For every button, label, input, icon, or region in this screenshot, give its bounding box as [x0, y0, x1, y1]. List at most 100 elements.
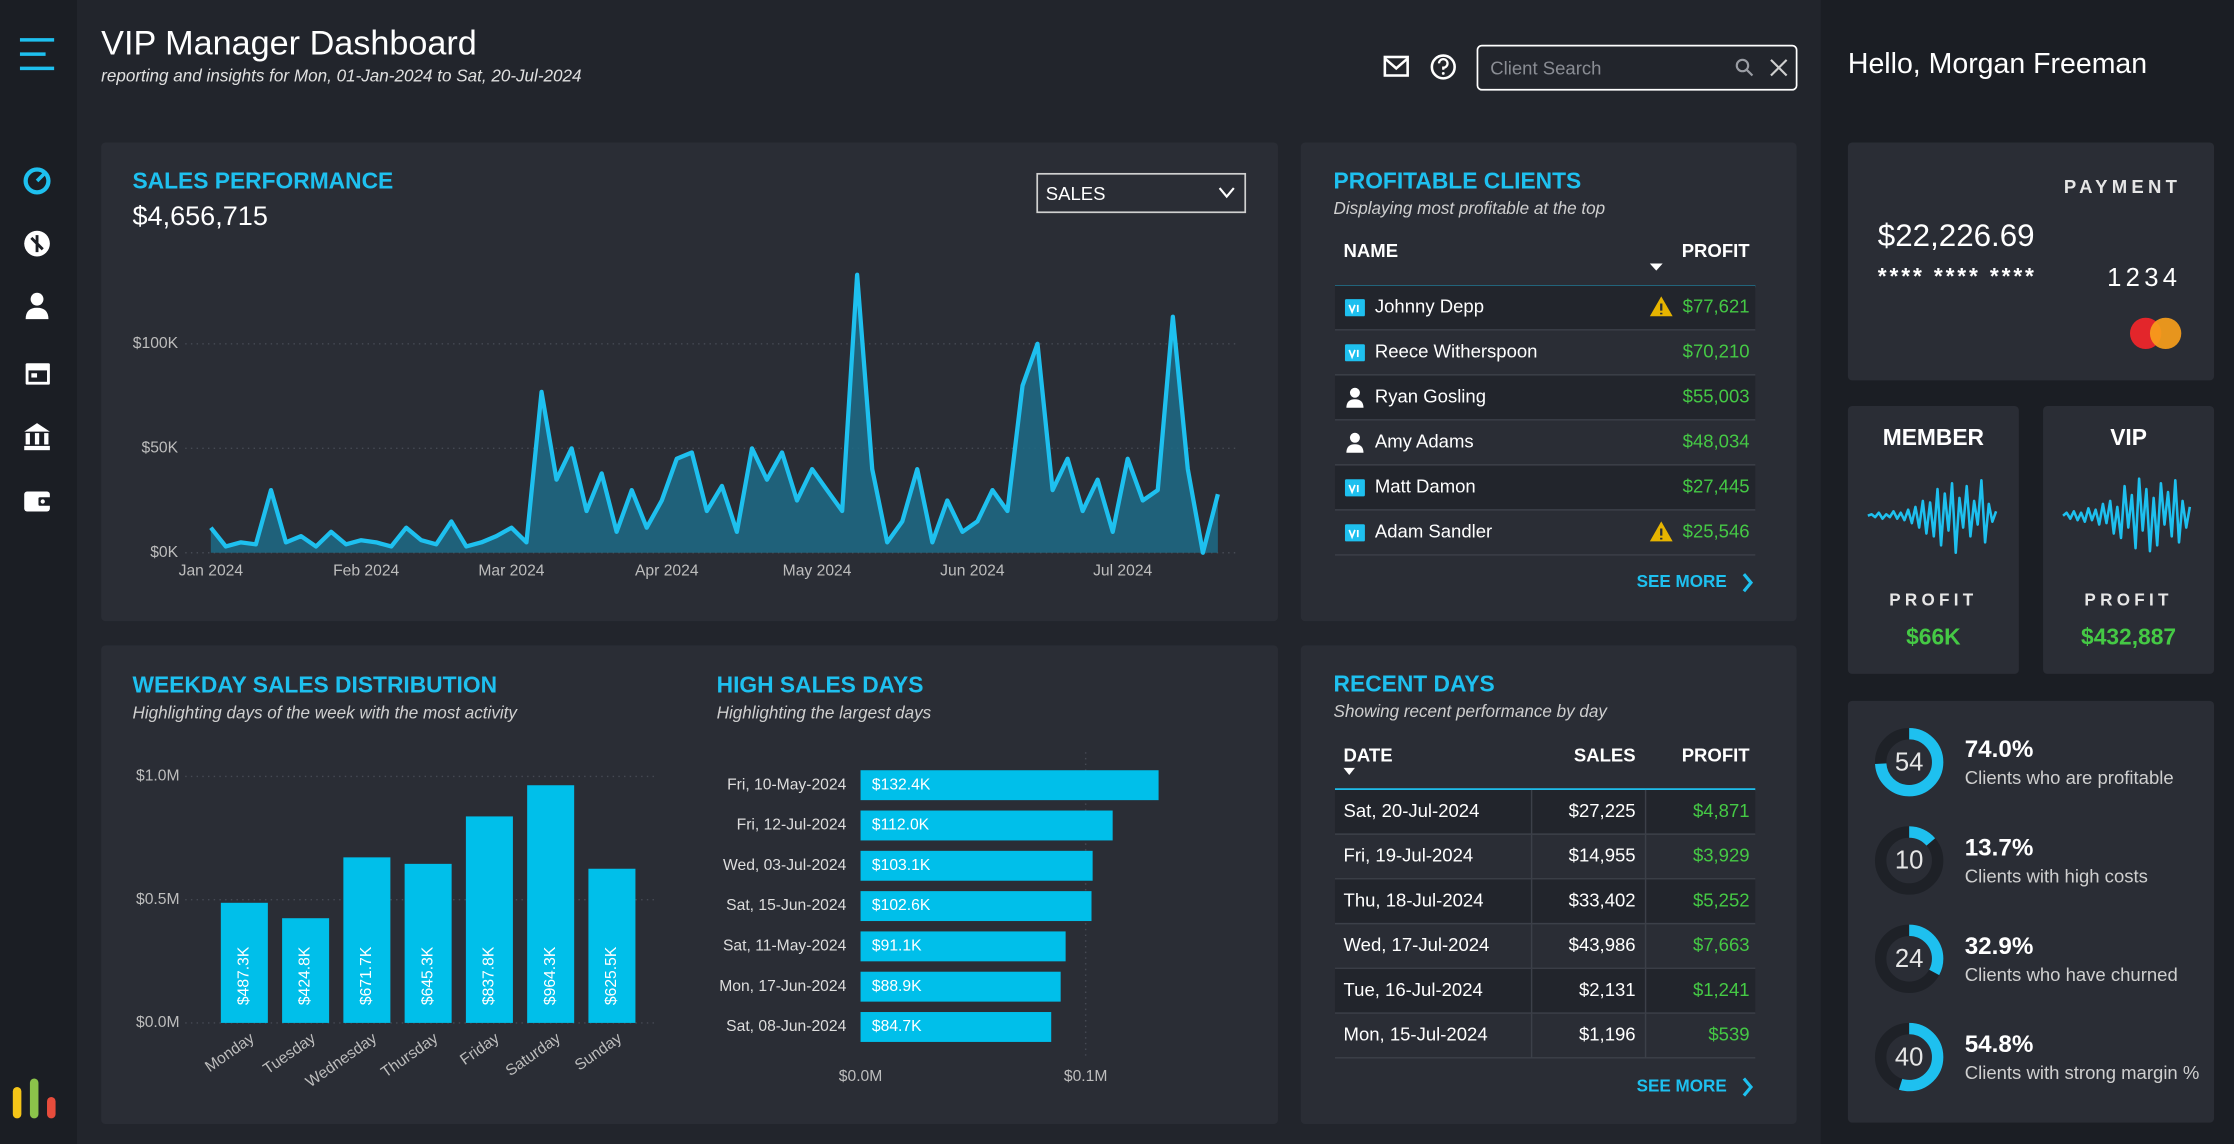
day-sales: $14,955 — [1569, 845, 1636, 866]
row-background — [1334, 285, 1756, 330]
kpi-percent: 13.7% — [1965, 834, 2034, 861]
value-label: $625.5K — [603, 946, 620, 1005]
kpi-count: 24 — [1895, 945, 1924, 973]
see-more[interactable]: SEE MORE — [1637, 572, 1727, 591]
day-sales: $43,986 — [1569, 934, 1636, 955]
search-icon[interactable] — [1735, 58, 1754, 77]
x-tick-label: Apr 2024 — [635, 562, 699, 579]
row-background — [1334, 375, 1756, 420]
greeting: Hello, Morgan Freeman — [1848, 48, 2147, 80]
y-tick-label: Fri, 12-Jul-2024 — [737, 817, 847, 834]
kpi-card — [1847, 700, 2215, 1123]
kpi-label: Clients with high costs — [1965, 865, 2148, 886]
bar — [860, 931, 1066, 962]
sparkline — [1867, 478, 1998, 555]
metric-dropdown[interactable] — [1036, 172, 1247, 214]
value-label: $88.9K — [872, 978, 922, 995]
nav-dashboard[interactable] — [23, 167, 51, 195]
kpi-arc — [1874, 727, 1944, 797]
help-button[interactable] — [1430, 54, 1456, 80]
client-name: Matt Damon — [1375, 476, 1476, 497]
client-profit: $70,210 — [1683, 341, 1750, 362]
nav-sales[interactable] — [24, 230, 50, 257]
dropdown-value: SALES — [1046, 183, 1106, 204]
row-background — [1334, 789, 1756, 835]
distribution-panel — [101, 645, 1278, 1125]
value-label: $132.4K — [872, 776, 931, 793]
search-box[interactable] — [1476, 44, 1798, 91]
nav-clients[interactable] — [25, 292, 49, 320]
nav-bank[interactable] — [24, 423, 50, 451]
kpi-count: 40 — [1895, 1043, 1924, 1071]
person-icon — [1346, 444, 1364, 453]
person-icon — [1346, 399, 1364, 408]
vip-card — [2043, 406, 2215, 674]
day-sales: $33,402 — [1569, 889, 1636, 910]
payment-amount: $22,226.69 — [1878, 218, 2035, 253]
client-name: Johnny Depp — [1375, 296, 1484, 317]
column-header[interactable]: DATE — [1344, 744, 1393, 765]
panel-subtitle: Highlighting days of the week with the m… — [133, 703, 519, 722]
day-profit: $4,871 — [1693, 800, 1750, 821]
card-last4: 1234 — [2107, 264, 2181, 292]
sort-indicator — [1649, 263, 1663, 271]
bar — [282, 918, 330, 1023]
day-profit: $1,241 — [1693, 979, 1750, 1000]
x-tick-label: Jan 2024 — [179, 562, 244, 579]
client-profit: $48,034 — [1683, 431, 1750, 452]
menu-button[interactable] — [19, 38, 55, 71]
sales-area — [210, 274, 1218, 553]
panel-title: WEEKDAY SALES DISTRIBUTION — [133, 672, 498, 698]
day-sales: $1,196 — [1579, 1024, 1636, 1045]
day-date: Tue, 16-Jul-2024 — [1344, 979, 1483, 1000]
metric-label: PROFIT — [2084, 591, 2172, 610]
x-tick-label: Mar 2024 — [478, 562, 544, 579]
value-label: $837.8K — [481, 946, 498, 1005]
vip-icon-detail — [1348, 304, 1359, 315]
bar — [860, 770, 1159, 801]
x-tick-label: May 2024 — [783, 562, 852, 579]
x-tick-label: $0.0M — [839, 1068, 883, 1085]
client-name: Amy Adams — [1375, 431, 1474, 452]
panel-subtitle: Highlighting the largest days — [717, 703, 932, 722]
column-header[interactable]: PROFIT — [1682, 744, 1751, 765]
sparkline — [2062, 477, 2192, 553]
kpi-label: Clients with strong margin % — [1965, 1062, 2200, 1083]
day-date: Sat, 20-Jul-2024 — [1344, 800, 1480, 821]
client-profit: $77,621 — [1683, 296, 1750, 317]
bar — [343, 857, 391, 1023]
row-background — [1334, 968, 1756, 1014]
bar — [860, 891, 1092, 922]
card-title: VIP — [2110, 424, 2147, 450]
person-icon — [1349, 387, 1360, 398]
nav-wallet[interactable] — [24, 491, 52, 512]
bar — [220, 902, 268, 1023]
vip-icon-detail — [1348, 529, 1359, 540]
bar — [588, 868, 636, 1023]
panel-title: HIGH SALES DAYS — [717, 672, 924, 698]
panel-subtitle: Showing recent performance by day — [1334, 702, 1609, 721]
vip-icon — [1344, 344, 1365, 362]
y-tick-label: Wed, 03-Jul-2024 — [723, 857, 847, 874]
value-label: $102.6K — [872, 897, 931, 914]
see-more-chevron — [1742, 1077, 1754, 1097]
column-header[interactable]: NAME — [1344, 240, 1399, 261]
see-more[interactable]: SEE MORE — [1637, 1077, 1727, 1096]
x-tick-label: Jun 2024 — [940, 562, 1005, 579]
bar — [860, 810, 1113, 841]
value-label: $645.3K — [419, 946, 436, 1005]
vip-icon — [1344, 524, 1365, 542]
client-name: Adam Sandler — [1375, 521, 1492, 542]
nav-calendar[interactable] — [25, 363, 50, 385]
sales-total: $4,656,715 — [133, 201, 268, 231]
row-background — [1334, 465, 1756, 510]
y-tick-label: Mon, 17-Jun-2024 — [719, 978, 846, 995]
clear-search[interactable] — [1770, 59, 1788, 77]
mail-button[interactable] — [1383, 55, 1409, 77]
client-name: Reece Witherspoon — [1375, 341, 1538, 362]
column-header[interactable]: SALES — [1574, 744, 1636, 765]
column-header[interactable]: PROFIT — [1682, 240, 1751, 261]
day-profit: $7,663 — [1693, 934, 1750, 955]
value-label: $671.7K — [358, 946, 375, 1005]
